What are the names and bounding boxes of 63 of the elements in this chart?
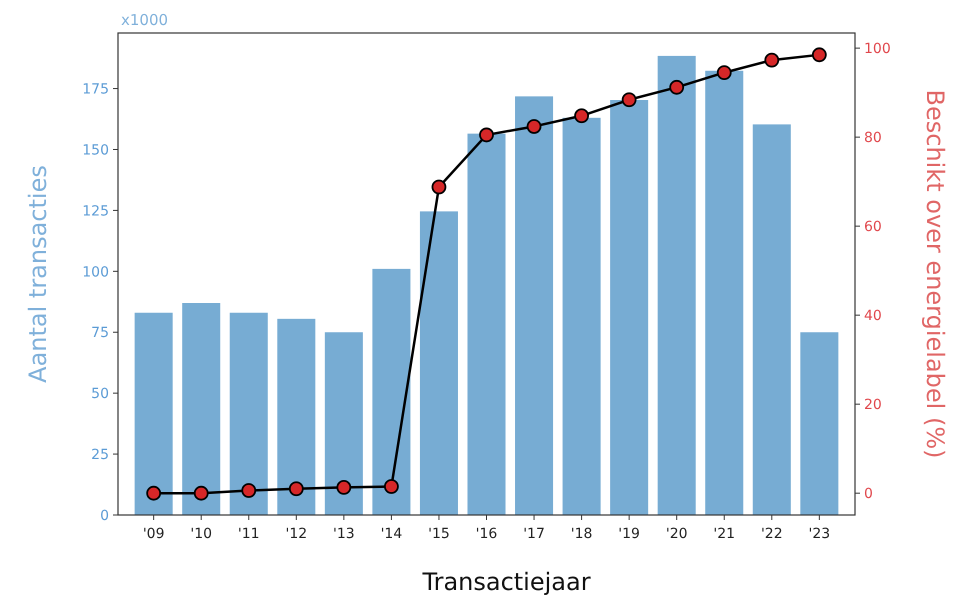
- bar: [705, 70, 744, 515]
- x-tick-label: '23: [808, 526, 830, 542]
- y2-axis-title: Beschikt over energielabel (%): [921, 90, 949, 458]
- y2-tick-label: 80: [864, 130, 882, 146]
- bar: [800, 332, 838, 515]
- y2-tick-label: 60: [864, 219, 882, 236]
- y-tick-label: 75: [91, 325, 109, 342]
- bar: [610, 100, 648, 515]
- bar: [562, 118, 601, 515]
- x-tick-label: '10: [190, 526, 212, 542]
- y-axis-title: Aantal transacties: [24, 165, 52, 383]
- text: x1000: [121, 11, 168, 29]
- point: [146, 486, 162, 501]
- x-tick-label: '15: [428, 526, 450, 542]
- point: [669, 80, 684, 95]
- y-tick-label: 0: [100, 508, 109, 524]
- point: [716, 65, 732, 80]
- x-tick-label: '20: [666, 526, 688, 542]
- point: [526, 119, 542, 134]
- point: [574, 108, 589, 124]
- y2-tick-label: 40: [864, 308, 882, 324]
- bar: [277, 318, 316, 515]
- bar: [372, 268, 410, 515]
- x-tick-label: '19: [618, 526, 640, 542]
- x-tick-label: '13: [333, 526, 355, 542]
- bar: [182, 303, 220, 515]
- x-tick-label: '18: [570, 526, 592, 542]
- y-tick-label: 175: [82, 82, 109, 98]
- point: [241, 483, 256, 498]
- bar: [324, 332, 363, 515]
- y-tick-label: 50: [91, 386, 109, 402]
- y-tick-label: 25: [91, 447, 109, 464]
- bar: [420, 211, 458, 515]
- bar: [658, 56, 696, 515]
- point: [432, 180, 446, 194]
- bar: [515, 96, 554, 515]
- point: [812, 47, 827, 62]
- point: [288, 481, 304, 496]
- y-tick-label: 125: [82, 203, 109, 220]
- x-tick-label: '17: [523, 526, 545, 542]
- x-axis-title: Transactiejaar: [421, 568, 591, 596]
- y-tick-label: 150: [82, 142, 109, 158]
- y2-tick-label: 0: [864, 486, 873, 502]
- y-tick-label: 100: [82, 264, 109, 280]
- x-tick-label: '09: [142, 526, 164, 542]
- y2-tick-label: 100: [864, 41, 891, 58]
- bar: [230, 312, 268, 515]
- x-tick-label: '11: [238, 526, 260, 542]
- x-tick-label: '22: [760, 526, 783, 542]
- x-tick-label: '12: [285, 526, 308, 542]
- bar: [467, 134, 506, 515]
- point: [194, 486, 209, 501]
- point: [336, 480, 352, 495]
- point: [384, 479, 399, 494]
- y2-tick-label: 20: [864, 397, 882, 414]
- x-tick-label: '16: [476, 526, 498, 542]
- bar: [752, 124, 791, 515]
- point: [479, 128, 494, 142]
- point: [764, 52, 780, 68]
- x-tick-label: '21: [713, 526, 736, 542]
- x-tick-label: '14: [380, 526, 402, 542]
- point: [622, 92, 637, 108]
- bar: [134, 312, 173, 515]
